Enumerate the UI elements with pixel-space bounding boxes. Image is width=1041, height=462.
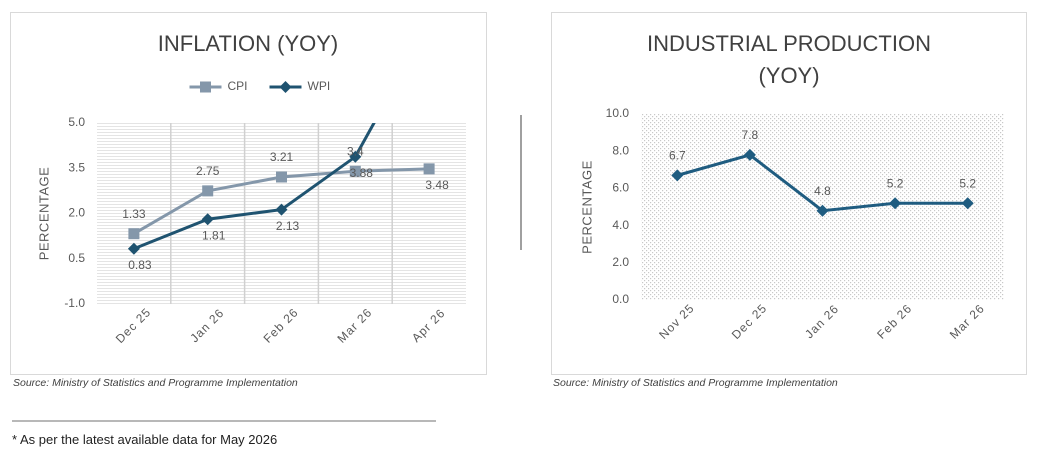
data-label: 1.81 [202, 228, 226, 242]
x-tick-label: Dec 25 [113, 305, 154, 346]
legend-label: CPI [228, 79, 248, 93]
series-group [127, 123, 435, 255]
footnote: * As per the latest available data for M… [12, 432, 278, 447]
y-tick-label: 2.0 [68, 206, 85, 220]
data-label: 2.75 [196, 164, 220, 178]
marker [127, 242, 140, 255]
chart-frame [10, 12, 487, 375]
marker [423, 163, 435, 175]
y-axis-label: PERCENTAGE [36, 167, 51, 261]
y-tick-label: 10.0 [606, 106, 630, 120]
marker [349, 165, 361, 177]
legend-label: WPI [308, 79, 331, 93]
source: Source: Ministry of Statistics and Progr… [553, 377, 838, 389]
y-tick-label: 8.0 [612, 143, 629, 157]
marker [961, 197, 974, 210]
y-tick-label: 0.5 [68, 251, 85, 265]
marker [889, 197, 902, 210]
data-label: 3.4 [347, 144, 364, 158]
series-group [671, 148, 974, 217]
chart-title: INFLATION (YOY) [157, 31, 339, 56]
marker [202, 185, 214, 197]
chart-title: INDUSTRIAL PRODUCTION (YOY) [647, 31, 931, 88]
data-label: 0.83 [128, 258, 152, 272]
data-label: 7.8 [742, 128, 759, 142]
source: Source: Ministry of Statistics and Progr… [13, 377, 298, 389]
y-tick-label: -1.0 [64, 296, 85, 310]
y-tick-label: 5.0 [68, 115, 85, 129]
data-label: 3.48 [425, 178, 449, 192]
x-tick-label: Jan 26 [802, 302, 842, 342]
data-label: 3.88 [350, 166, 374, 180]
data-label: 5.2 [887, 176, 904, 190]
data-label: 5.2 [959, 176, 976, 190]
marker [816, 204, 829, 217]
y-tick-label: 2.0 [612, 255, 629, 269]
marker [349, 150, 362, 163]
x-tick-label: Dec 25 [729, 301, 770, 342]
y-tick-label: 6.0 [612, 181, 629, 195]
data-label: 4.8 [814, 184, 831, 198]
x-tick-label: Nov 25 [656, 301, 697, 342]
data-label: 3.21 [270, 150, 294, 164]
y-tick-label: 3.5 [68, 160, 85, 174]
marker [275, 203, 288, 216]
marker [276, 171, 287, 183]
data-label: 6.7 [669, 149, 686, 163]
x-tick-label: Apr 26 [409, 306, 448, 345]
marker [200, 81, 211, 93]
chart-frame [551, 12, 1027, 375]
marker [743, 148, 756, 161]
marker [671, 169, 684, 182]
y-tick-label: 0.0 [612, 292, 629, 306]
y-axis-label: PERCENTAGE [579, 160, 594, 254]
marker [201, 213, 214, 226]
marker [128, 228, 140, 240]
x-tick-label: Mar 26 [334, 305, 375, 346]
x-tick-label: Feb 26 [261, 305, 302, 346]
marker [279, 81, 292, 93]
y-tick-label: 4.0 [612, 218, 629, 232]
x-tick-label: Mar 26 [947, 301, 988, 342]
data-label: 1.33 [122, 207, 146, 221]
x-tick-label: Jan 26 [187, 306, 227, 346]
x-tick-label: Feb 26 [874, 301, 915, 342]
data-label: 2.13 [276, 219, 300, 233]
